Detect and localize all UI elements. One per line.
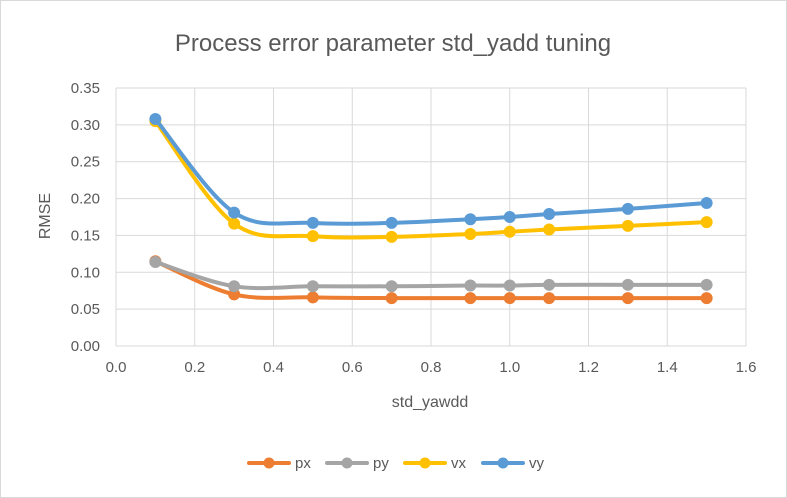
data-point-vy [306,216,319,229]
data-point-vy [228,206,241,219]
data-point-vx [228,217,241,230]
data-point-vx [385,230,398,243]
axes: 0.0 0.2 0.4 0.6 0.8 1.0 1.2 1.4 1.6 0.00 0.05 0.10 0… [71,80,757,376]
data-point-vy [503,211,516,223]
data-point-px [503,292,516,305]
data-point-py [228,280,241,293]
data-point-py [149,255,162,268]
data-point-vy [700,196,713,209]
data-point-px [621,292,634,305]
y-tick-label: 0.30 [71,117,100,134]
x-tick-label: 0.4 [263,359,284,376]
grid-lines [115,87,747,347]
series-vy [149,112,713,229]
y-axis-label: RMSE [37,193,54,239]
data-point-py [543,278,556,291]
data-point-py [464,279,477,292]
data-point-vy [385,216,398,229]
legend-label: px [295,455,311,472]
data-point-vy [543,208,556,221]
y-tick-label: 0.05 [71,301,100,318]
x-tick-label: 1.2 [578,359,599,376]
legend-marker [497,457,509,469]
y-tick-label: 0.35 [71,80,100,97]
x-tick-label: 0.6 [342,359,363,376]
data-point-vy [621,202,634,215]
data-point-vx [621,219,634,232]
x-tick-label: 0.2 [184,359,205,376]
data-point-vy [464,213,477,226]
data-point-vx [700,216,713,229]
y-tick-label: 0.00 [71,338,100,355]
data-point-px [306,291,319,304]
x-tick-label: 1.6 [736,359,757,376]
legend-marker [419,457,431,469]
x-tick-label: 0.8 [421,359,442,376]
data-point-px [700,292,713,305]
data-point-px [385,292,398,305]
legend-item-px: px [247,455,311,472]
data-point-px [543,292,556,305]
data-point-vx [306,230,319,243]
series-py [149,255,713,293]
x-tick-label: 1.4 [657,359,678,376]
x-tick-label: 1.0 [499,359,520,376]
data-point-vx [543,223,556,236]
data-point-py [503,279,516,292]
y-tick-label: 0.20 [71,191,100,208]
x-tick-label: 0.0 [106,359,127,376]
legend-label: vy [529,455,545,472]
data-point-py [700,278,713,291]
legend-item-py: py [325,455,389,472]
legend-marker [341,457,353,469]
legend-item-vy: vy [481,455,545,472]
legend-label: vx [451,455,467,472]
x-axis-label: std_yawdd [392,394,469,411]
y-tick-label: 0.15 [71,227,100,244]
legend-label: py [373,455,389,472]
legend: px py vx vy [247,455,545,472]
legend-item-vx: vx [403,455,467,472]
data-point-py [621,278,634,291]
legend-marker [263,457,275,469]
data-point-px [464,292,477,305]
chart-title: Process error parameter std_yadd tuning [175,30,611,57]
data-point-vy [149,112,162,125]
data-point-py [385,280,398,293]
data-point-vx [464,227,477,240]
y-tick-label: 0.10 [71,264,100,281]
data-point-py [306,280,319,293]
data-series [149,112,713,305]
data-point-vx [503,225,516,238]
y-tick-label: 0.25 [71,154,100,171]
